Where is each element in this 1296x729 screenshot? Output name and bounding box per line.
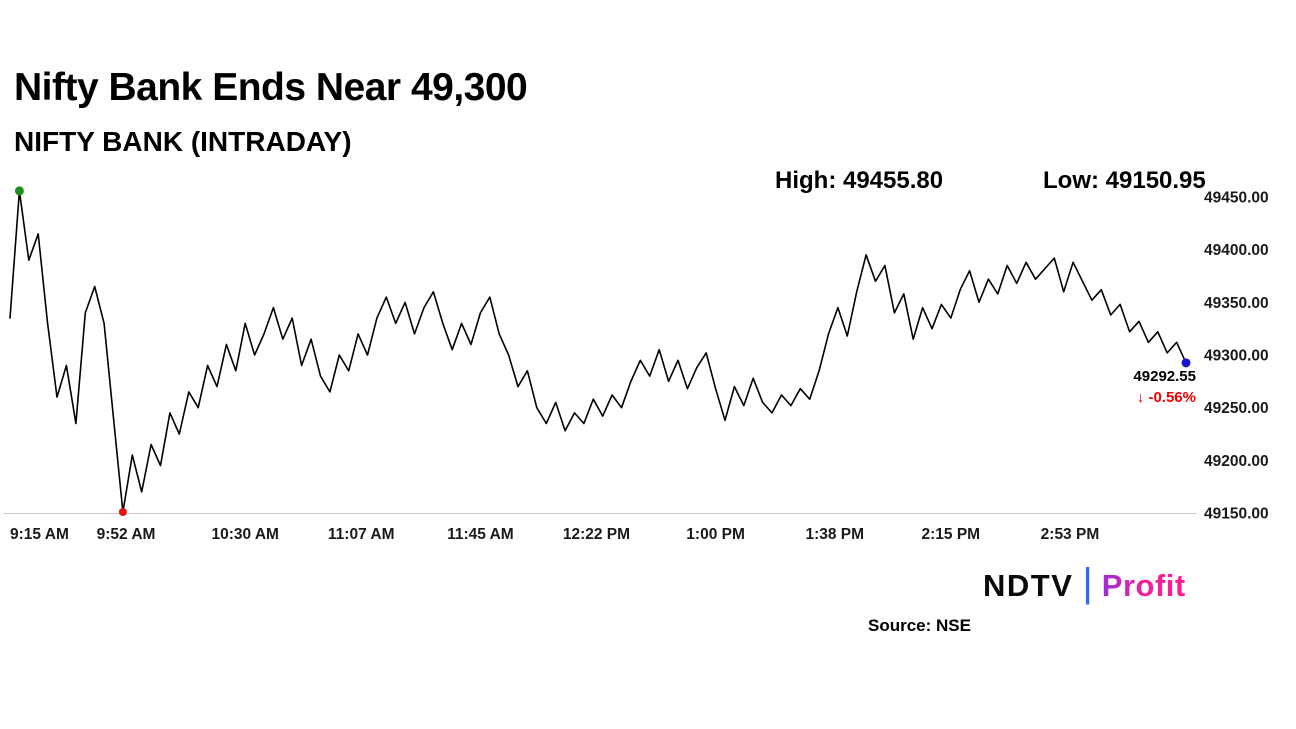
y-tick-label: 49250.00: [1204, 400, 1269, 417]
last-price-annotation: 49292.55 ↓ -0.56%: [1133, 367, 1196, 407]
x-tick-label: 9:52 AM: [97, 526, 156, 543]
x-tick-label: 10:30 AM: [211, 526, 278, 543]
source-label: Source: NSE: [868, 616, 971, 635]
x-tick-label: 9:15 AM: [10, 526, 69, 543]
change-percent-label: ↓ -0.56%: [1136, 389, 1196, 407]
x-tick-label: 11:45 AM: [447, 526, 514, 543]
low-marker: [118, 507, 127, 516]
y-tick-label: 49200.00: [1204, 453, 1269, 470]
y-tick-label: 49300.00: [1204, 348, 1269, 365]
page-title: Nifty Bank Ends Near 49,300: [14, 66, 528, 109]
high-value-label: High: 49455.80: [775, 167, 944, 194]
x-tick-label: 1:38 PM: [805, 526, 864, 543]
y-tick-label: 49400.00: [1204, 242, 1269, 259]
logo-divider: |: [1082, 561, 1093, 605]
ndtv-profit-logo: NDTV | Profit: [983, 561, 1186, 605]
last-marker: [1181, 358, 1191, 368]
y-tick-label: 49450.00: [1204, 190, 1269, 207]
y-tick-label: 49350.00: [1204, 295, 1269, 312]
x-tick-label: 12:22 PM: [563, 526, 630, 543]
low-value-label: Low: 49150.95: [1043, 167, 1206, 194]
x-tick-label: 11:07 AM: [328, 526, 395, 543]
x-tick-label: 2:15 PM: [922, 526, 981, 543]
ndtv-logo-text: NDTV: [983, 568, 1074, 603]
chart-subtitle: NIFTY BANK (INTRADAY): [14, 126, 352, 157]
y-tick-label: 49150.00: [1204, 506, 1269, 523]
price-line: [9, 190, 1187, 513]
x-tick-label: 1:00 PM: [686, 526, 745, 543]
x-tick-label: 2:53 PM: [1041, 526, 1100, 543]
profit-logo-text: Profit: [1101, 568, 1186, 603]
high-marker: [14, 186, 24, 196]
last-price-label: 49292.55: [1133, 367, 1196, 385]
